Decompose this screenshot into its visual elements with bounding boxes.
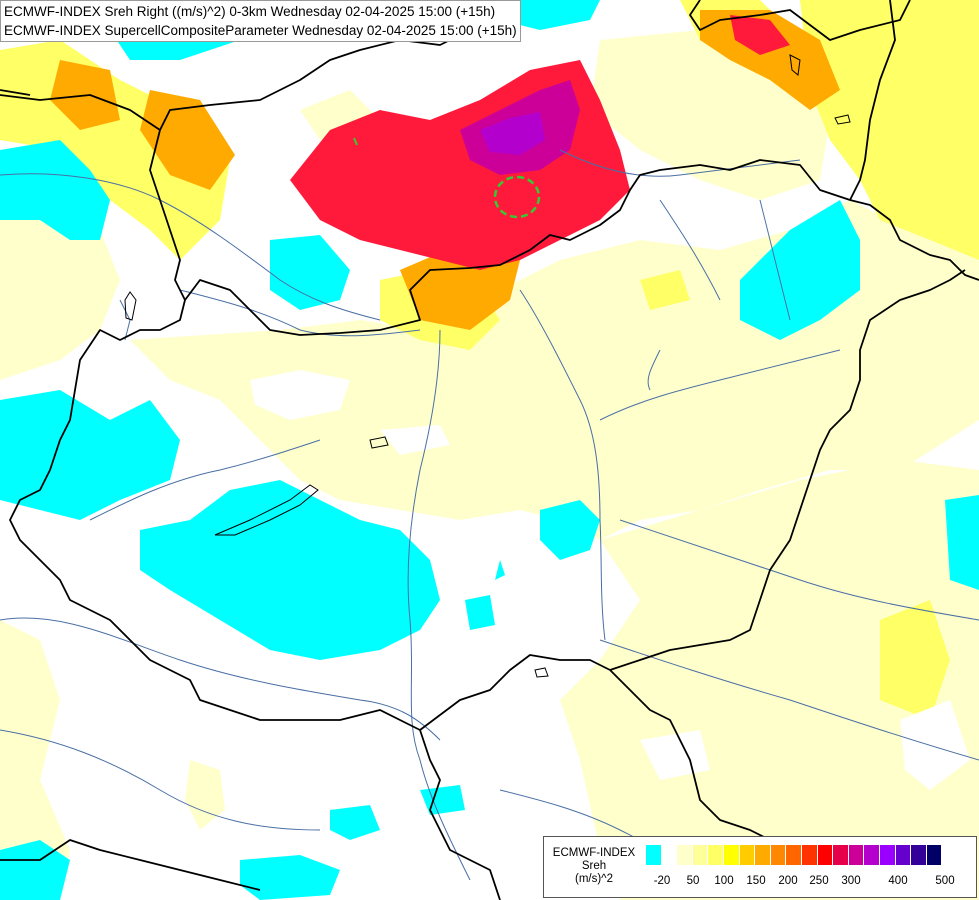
- legend-swatch: [911, 845, 927, 865]
- legend-label-line-1: ECMWF-INDEX: [552, 847, 636, 859]
- legend-swatch: [926, 845, 943, 865]
- legend-swatch: [661, 845, 678, 865]
- lakes: [124, 54, 851, 678]
- legend-tick-label: 250: [809, 875, 829, 887]
- legend-label-line-2: Sreh: [581, 860, 607, 872]
- map-title-line-1: ECMWF-INDEX Sreh Right ((m/s)^2) 0-3km W…: [4, 4, 496, 19]
- legend-swatch: [848, 845, 865, 865]
- legend-swatch: [833, 845, 849, 865]
- map-title-box: ECMWF-INDEX Sreh Right ((m/s)^2) 0-3km W…: [0, 0, 521, 42]
- legend-tick-label: 300: [841, 875, 861, 887]
- legend-label-line-3: (m/s)^2: [575, 873, 613, 885]
- legend-swatch: [692, 845, 709, 865]
- legend-swatch: [801, 845, 818, 865]
- legend-tick-label: 400: [888, 875, 908, 887]
- rivers: [0, 149, 979, 891]
- legend-swatch: [786, 845, 802, 865]
- color-legend: ECMWF-INDEX Sreh (m/s)^2 -20 50 100 150 200 2…: [543, 836, 977, 898]
- legend-swatch: [646, 845, 662, 865]
- legend-tick-label: 50: [686, 875, 700, 887]
- legend-swatch: [755, 845, 771, 865]
- legend-swatch: [708, 845, 724, 865]
- legend-label: ECMWF-INDEX Sreh (m/s)^2: [548, 847, 640, 886]
- legend-tick-label: 500: [935, 875, 955, 887]
- supercell-composite-marker: [353, 137, 358, 146]
- legend-swatch: [739, 845, 756, 865]
- map-title-line-2: ECMWF-INDEX SupercellCompositeParameter …: [4, 23, 517, 38]
- legend-tick-label: 150: [746, 875, 766, 887]
- supercell-composite-contour: [493, 175, 541, 219]
- legend-swatch: [879, 845, 896, 865]
- legend-ticks: -2050100150200250300400500700: [646, 875, 976, 889]
- sreh-fill-purple: [480, 112, 545, 155]
- legend-swatch: [817, 845, 834, 865]
- legend-swatch: [677, 845, 693, 865]
- legend-tick-label: 100: [714, 875, 734, 887]
- legend-swatch: [895, 845, 912, 865]
- legend-tick-label: 200: [778, 875, 798, 887]
- legend-swatch: [723, 845, 740, 865]
- legend-swatch: [770, 845, 787, 865]
- legend-swatch: [864, 845, 880, 865]
- legend-swatches: [646, 845, 943, 865]
- legend-tick-label: -20: [653, 875, 671, 887]
- sreh-fill-white: [250, 370, 970, 790]
